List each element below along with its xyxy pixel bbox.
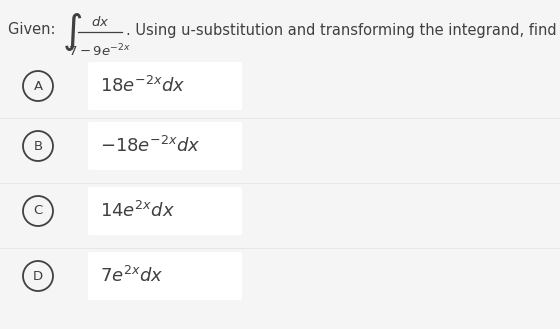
Circle shape	[23, 261, 53, 291]
FancyBboxPatch shape	[88, 122, 242, 170]
Text: $14e^{2x}dx$: $14e^{2x}dx$	[100, 201, 175, 221]
Text: C: C	[34, 205, 43, 217]
Circle shape	[23, 131, 53, 161]
Circle shape	[23, 71, 53, 101]
Text: $-18e^{-2x}dx$: $-18e^{-2x}dx$	[100, 136, 200, 156]
FancyBboxPatch shape	[88, 252, 242, 300]
Text: $7-9e^{-2x}$: $7-9e^{-2x}$	[68, 43, 132, 60]
Text: $7e^{2x}dx$: $7e^{2x}dx$	[100, 266, 164, 286]
Text: $18e^{-2x}dx$: $18e^{-2x}dx$	[100, 76, 185, 96]
Text: $\int$: $\int$	[62, 11, 82, 53]
Text: Given:: Given:	[8, 22, 60, 38]
FancyBboxPatch shape	[88, 62, 242, 110]
Text: D: D	[33, 269, 43, 283]
Text: $dx$: $dx$	[91, 15, 109, 29]
Text: B: B	[34, 139, 43, 153]
Text: . Using u-substitution and transforming the integrand, find du.: . Using u-substitution and transforming …	[126, 22, 560, 38]
Circle shape	[23, 196, 53, 226]
Text: A: A	[34, 80, 43, 92]
FancyBboxPatch shape	[88, 187, 242, 235]
